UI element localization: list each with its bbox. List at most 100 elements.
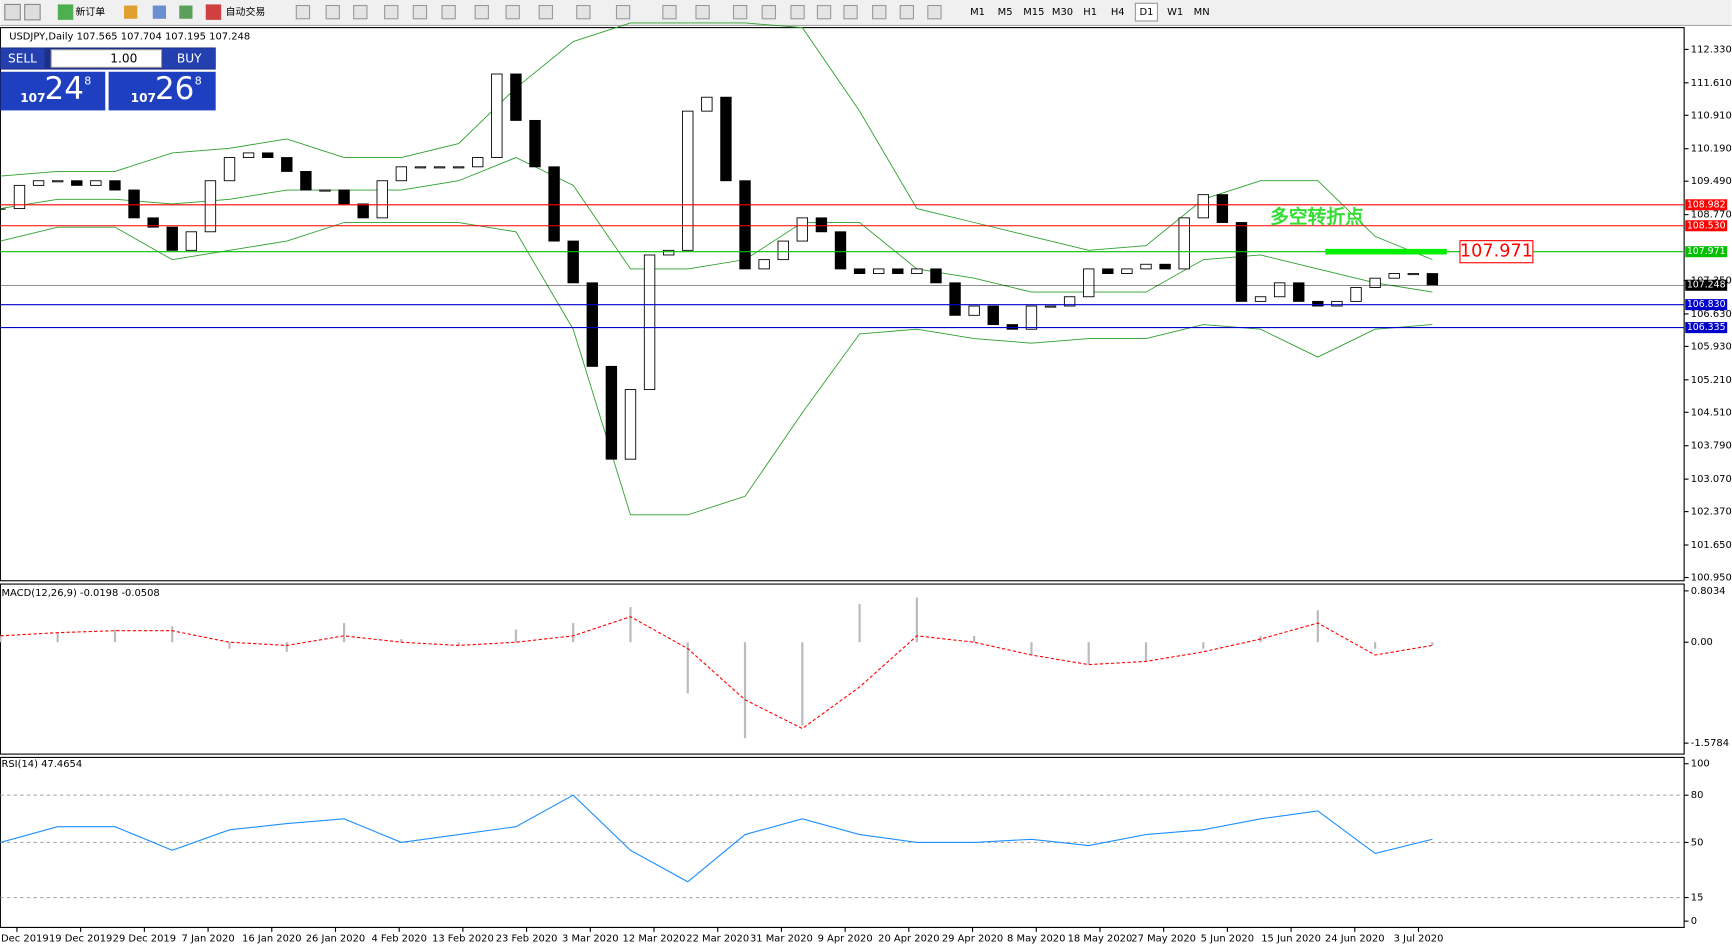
timeframe-button[interactable]: W1 [1167,7,1183,18]
x-tick-label: 3 Jul 2020 [1394,933,1444,944]
sell-button[interactable] [0,48,45,69]
tool-icon[interactable] [412,4,428,20]
icon[interactable] [4,3,21,21]
candle [433,166,446,169]
timeframe-button[interactable]: MN [1194,7,1210,18]
candle [1293,282,1305,302]
level-label: 107.248 [1687,280,1726,291]
timeframe-button[interactable]: H4 [1111,7,1125,18]
candle [1388,273,1400,279]
candle [796,217,809,242]
candle [529,119,541,168]
candle [605,365,618,460]
level-box [1685,220,1728,232]
candle [262,152,274,158]
toolbar-button[interactable]: 新订单 [75,5,105,18]
y-tick-label: 0.00 [1691,637,1713,648]
y-tick-label: 100 [1691,759,1710,770]
candle [147,217,159,228]
x-tick-label: 5 Jun 2020 [1201,933,1254,944]
timeframe-button[interactable]: H1 [1083,7,1097,18]
tool-icon[interactable] [384,4,399,20]
icon[interactable] [205,4,222,20]
candle [1025,305,1038,330]
tool-icon[interactable] [872,4,887,20]
y-tick-label: 106.630 [1691,309,1732,320]
x-tick-label: 18 May 2020 [1068,933,1133,944]
buy-button[interactable] [162,48,216,69]
x-tick-label: 8 May 2020 [1007,933,1065,944]
candle [204,180,217,233]
candle [472,157,484,168]
y-tick-label: 80 [1691,790,1704,801]
timeframe-button[interactable]: M5 [998,7,1013,18]
sell-label[interactable]: SELL [8,52,37,66]
level-box [1685,299,1728,311]
tool-icon[interactable] [295,4,311,20]
sell-price[interactable] [0,71,106,111]
tool-icon[interactable] [761,4,777,20]
tool-icon[interactable] [505,4,520,20]
tool-icon[interactable] [662,4,677,20]
y-tick-label: 0.8034 [1691,586,1726,597]
macd-signal [0,616,1433,730]
candle [720,96,732,182]
buy-pips: 26 [155,71,194,107]
lots-input[interactable] [50,49,163,68]
tool-icon[interactable] [843,4,858,20]
buy-label[interactable]: BUY [177,52,202,66]
y-tick-label: 105.930 [1691,341,1732,352]
candle [643,254,656,391]
icon[interactable] [24,3,41,21]
timeframe-button[interactable]: D1 [1139,7,1153,18]
tool-icon[interactable] [695,4,710,20]
tool-icon[interactable] [816,4,832,20]
sell-frac: 8 [84,75,91,88]
icon[interactable] [179,5,193,19]
candle [338,189,350,205]
candle [1178,217,1190,270]
candle [1159,263,1171,270]
tool-icon[interactable] [927,4,942,20]
x-tick-label: 19 Dec 2019 [49,933,112,944]
tool-icon[interactable] [325,4,340,20]
timeframe-button[interactable]: M30 [1052,7,1073,18]
lots-value[interactable]: 1.00 [110,52,137,66]
timeframe-button[interactable]: M15 [1023,7,1044,18]
candle [987,305,999,326]
candle [834,231,847,270]
trade-panel: SELL BUY 1.00 107 24 8 107 26 8 [0,47,216,111]
tool-icon[interactable] [538,4,553,20]
buy-price[interactable] [108,71,216,111]
y-tick-label: 103.070 [1691,474,1732,485]
tool-icon[interactable] [441,4,456,20]
icon[interactable] [57,4,74,20]
x-tick-label: 31 Mar 2020 [750,933,813,944]
candle [395,166,408,182]
tool-icon[interactable] [615,4,631,20]
icon[interactable] [152,5,167,19]
candle [376,180,388,219]
y-tick-label: 110.190 [1691,144,1732,155]
annotation-price: 107.971 [1460,242,1533,262]
timeframe-button[interactable]: M1 [970,7,985,18]
candle [1216,194,1229,223]
candle [491,73,503,158]
toolbar-button[interactable]: 自动交易 [226,5,266,18]
tool-icon[interactable] [899,4,915,20]
candle [1121,268,1133,274]
tool-icon[interactable] [474,4,489,20]
candle [1273,282,1286,298]
icon[interactable] [124,5,138,19]
tool-icon[interactable] [732,4,748,20]
y-tick-label: 108.770 [1691,210,1732,221]
buy-big: 107 [131,91,156,105]
x-tick-label: 29 Apr 2020 [942,933,1003,944]
annotation-box [1459,240,1534,264]
tool-icon[interactable] [790,4,805,20]
bollinger-lower [0,222,1433,516]
tool-icon[interactable] [576,4,591,20]
level-box [1685,246,1728,258]
tool-icon[interactable] [353,4,368,20]
